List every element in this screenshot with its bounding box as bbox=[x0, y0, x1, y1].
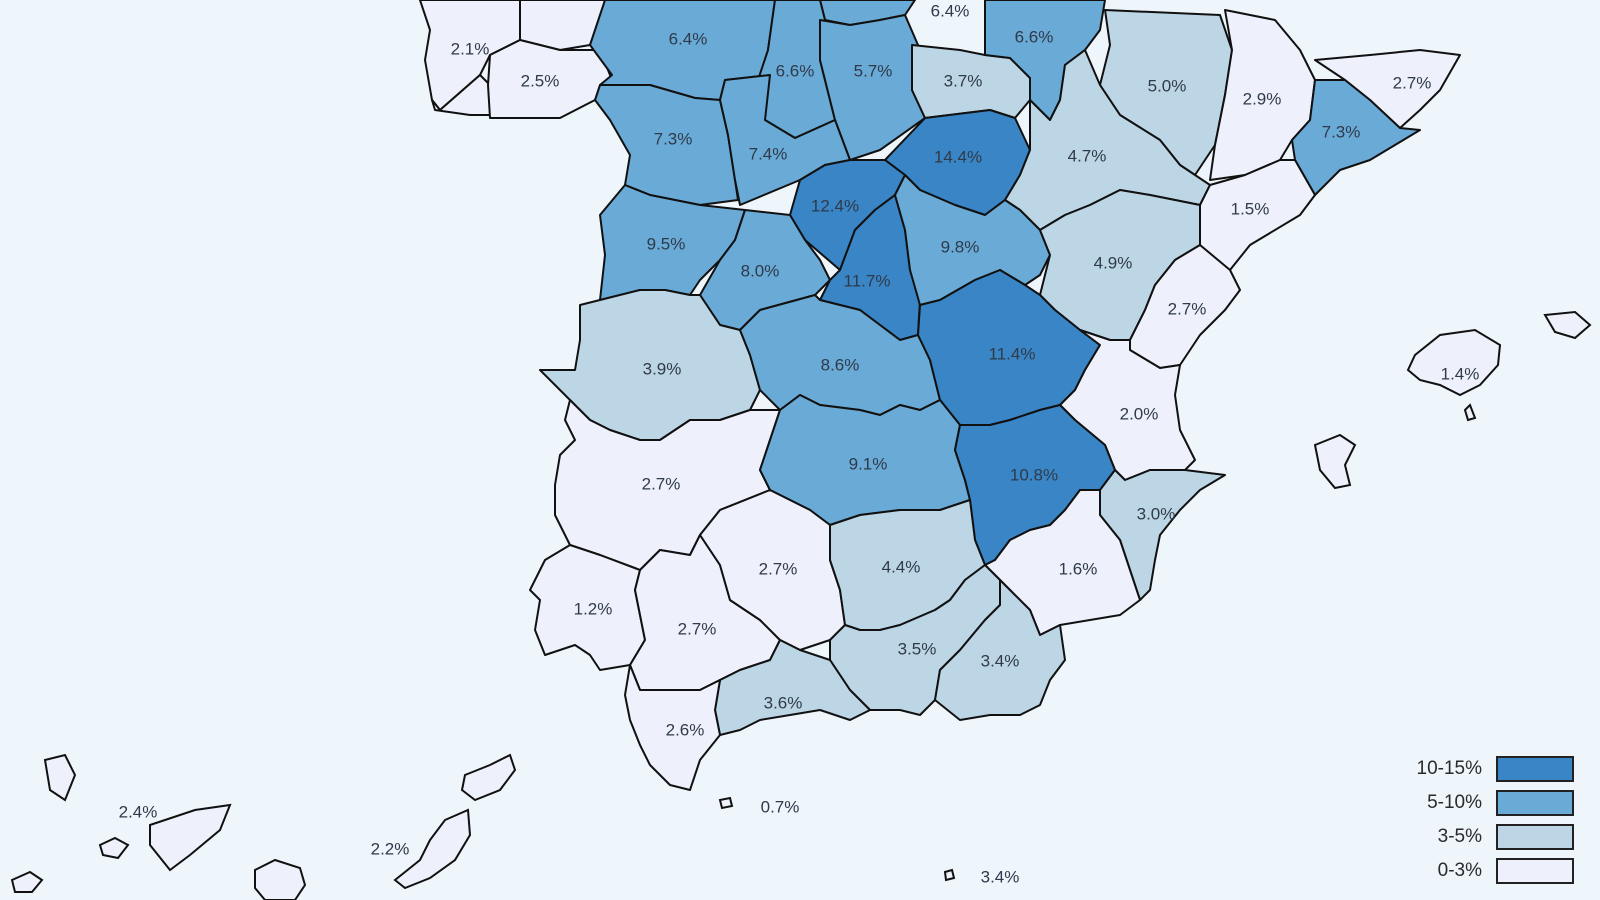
region-label-leon: 6.4% bbox=[669, 29, 708, 48]
region-label-valladolid: 7.4% bbox=[749, 144, 788, 163]
region-label-las-palmas: 2.2% bbox=[371, 839, 410, 858]
region-label-sevilla: 2.7% bbox=[678, 619, 717, 638]
region-label-badajoz: 2.7% bbox=[642, 474, 681, 493]
region-label-avila: 8.0% bbox=[741, 261, 780, 280]
region-label-ceuta: 0.7% bbox=[761, 797, 800, 816]
region-label-albacete: 10.8% bbox=[1010, 465, 1058, 484]
region-label-tarragona: 1.5% bbox=[1231, 199, 1270, 218]
regions-layer bbox=[419, 0, 1461, 791]
region-label-santa-cruz-tenerife: 2.4% bbox=[119, 802, 158, 821]
legend-label: 5-10% bbox=[1427, 792, 1482, 813]
labels-layer: 2.1% 2.5% 6.4% 6.4% 6.6% 5.7% 3.7% 6.6% 5.0% 2.9%… bbox=[119, 1, 1480, 886]
region-label-salamanca: 9.5% bbox=[647, 234, 686, 253]
legend-item-5-10: 5-10% bbox=[1417, 786, 1574, 820]
island-las-palmas-8 bbox=[254, 858, 307, 900]
island-melilla-12 bbox=[943, 868, 956, 882]
region-label-castellon: 2.7% bbox=[1168, 299, 1207, 318]
region-label-soria: 14.4% bbox=[934, 147, 982, 166]
region-label-navarra: 6.6% bbox=[1015, 27, 1054, 46]
region-label-caceres: 3.9% bbox=[643, 359, 682, 378]
region-label-girona: 2.7% bbox=[1393, 73, 1432, 92]
map-legend: 10-15% 5-10% 3-5% 0-3% bbox=[1416, 752, 1574, 888]
region-label-guadalajara: 9.8% bbox=[941, 237, 980, 256]
region-label-melilla: 3.4% bbox=[981, 867, 1020, 886]
region-label-palencia: 6.6% bbox=[776, 61, 815, 80]
region-label-toledo: 8.6% bbox=[821, 355, 860, 374]
region-label-huelva: 1.2% bbox=[574, 599, 613, 618]
region-label-ourense: 2.5% bbox=[521, 71, 560, 90]
region-label-baleares: 1.4% bbox=[1441, 364, 1480, 383]
region-label-cordoba: 2.7% bbox=[759, 559, 798, 578]
region-label-valencia: 2.0% bbox=[1120, 404, 1159, 423]
region-label-cuenca: 11.4% bbox=[989, 344, 1036, 363]
island-las-palmas-9 bbox=[393, 808, 472, 890]
legend-swatch bbox=[1496, 824, 1574, 850]
legend-item-3-5: 3-5% bbox=[1417, 820, 1574, 854]
region-label-almeria: 3.4% bbox=[981, 651, 1020, 670]
region-label-lleida: 2.9% bbox=[1243, 89, 1282, 108]
region-label-coruna: 2.1% bbox=[451, 39, 490, 58]
region-label-teruel: 4.9% bbox=[1094, 253, 1133, 272]
legend-swatch bbox=[1496, 756, 1574, 782]
island-baleares-1 bbox=[1543, 310, 1592, 340]
region-label-burgos: 5.7% bbox=[854, 61, 893, 80]
legend-item-0-3: 0-3% bbox=[1417, 854, 1574, 888]
island-baleares-0 bbox=[1406, 328, 1502, 397]
region-cadiz bbox=[624, 664, 721, 791]
region-label-zamora: 7.3% bbox=[654, 129, 693, 148]
region-label-granada: 3.5% bbox=[898, 639, 937, 658]
island-santa-cruz-tenerife-4 bbox=[149, 803, 232, 872]
region-label-cadiz: 2.6% bbox=[666, 720, 705, 739]
region-label-cantabria: 6.4% bbox=[931, 1, 970, 20]
region-zamora bbox=[594, 84, 739, 206]
legend-label: 0-3% bbox=[1437, 860, 1482, 881]
region-almeria bbox=[934, 579, 1066, 721]
region-huelva bbox=[529, 544, 646, 671]
legend-item-10-15: 10-15% bbox=[1416, 752, 1574, 786]
island-baleares-3 bbox=[1463, 403, 1477, 422]
region-label-ciudad-real: 9.1% bbox=[849, 454, 888, 473]
region-label-alava: 3.7% bbox=[944, 71, 983, 90]
legend-swatch bbox=[1496, 858, 1574, 884]
legend-label: 3-5% bbox=[1437, 826, 1482, 847]
region-malaga bbox=[714, 639, 871, 736]
region-label-huesca: 5.0% bbox=[1148, 76, 1187, 95]
island-ceuta-11 bbox=[718, 796, 734, 810]
legend-label: 10-15% bbox=[1416, 758, 1483, 779]
region-label-segovia: 12.4% bbox=[811, 196, 859, 215]
islands-layer bbox=[10, 310, 1592, 900]
region-label-madrid: 11.7% bbox=[844, 271, 891, 290]
region-guadalajara bbox=[894, 174, 1051, 306]
region-label-murcia: 1.6% bbox=[1059, 559, 1098, 578]
island-santa-cruz-tenerife-6 bbox=[98, 836, 130, 860]
island-las-palmas-10 bbox=[460, 753, 517, 802]
region-label-zaragoza: 4.7% bbox=[1068, 146, 1107, 165]
island-santa-cruz-tenerife-5 bbox=[43, 753, 77, 802]
region-label-barcelona: 7.3% bbox=[1322, 122, 1361, 141]
legend-swatch bbox=[1496, 790, 1574, 816]
island-baleares-2 bbox=[1313, 433, 1357, 490]
region-label-malaga: 3.6% bbox=[764, 693, 803, 712]
region-label-jaen: 4.4% bbox=[882, 557, 921, 576]
island-santa-cruz-tenerife-7 bbox=[10, 870, 44, 893]
region-label-alicante: 3.0% bbox=[1137, 504, 1176, 523]
